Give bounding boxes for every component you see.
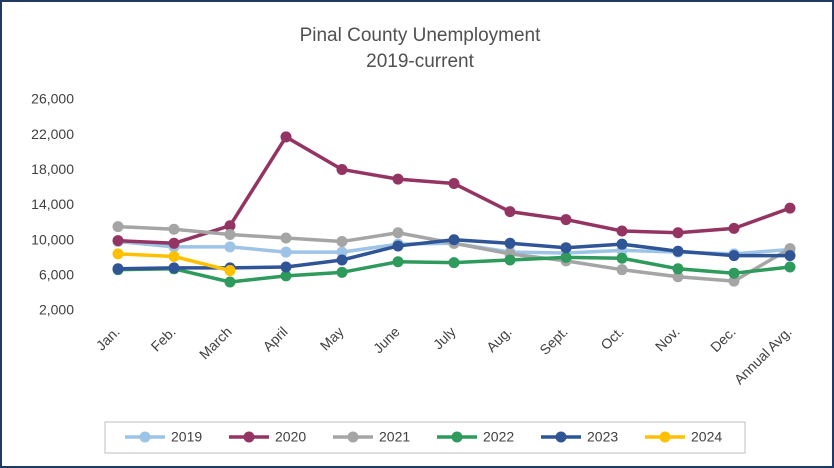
point bbox=[448, 178, 460, 190]
point bbox=[784, 202, 796, 214]
legend-label: 2020 bbox=[275, 429, 306, 445]
point bbox=[280, 246, 292, 258]
point bbox=[728, 250, 740, 262]
point bbox=[616, 252, 628, 264]
legend-label: 2019 bbox=[171, 429, 202, 445]
point bbox=[392, 240, 404, 252]
point bbox=[560, 242, 572, 254]
point bbox=[504, 206, 516, 218]
point bbox=[728, 267, 740, 279]
point bbox=[280, 131, 292, 143]
legend-label: 2021 bbox=[379, 429, 410, 445]
point bbox=[112, 263, 124, 275]
chart-title: Pinal County Unemployment bbox=[300, 25, 542, 46]
point bbox=[560, 251, 572, 263]
point bbox=[616, 264, 628, 276]
point bbox=[112, 248, 124, 260]
y-tick-label: 6,000 bbox=[39, 267, 74, 283]
point bbox=[728, 222, 740, 234]
point bbox=[336, 254, 348, 266]
point bbox=[336, 236, 348, 248]
point bbox=[728, 275, 740, 287]
point bbox=[224, 241, 236, 253]
point bbox=[224, 276, 236, 288]
legend-marker bbox=[451, 431, 463, 443]
point bbox=[112, 221, 124, 233]
point bbox=[280, 232, 292, 244]
point bbox=[168, 237, 180, 249]
point bbox=[224, 265, 236, 277]
point bbox=[616, 225, 628, 237]
point bbox=[168, 250, 180, 262]
legend-marker bbox=[659, 431, 671, 443]
legend-label: 2024 bbox=[691, 429, 722, 445]
point bbox=[280, 270, 292, 282]
point bbox=[616, 238, 628, 250]
point bbox=[672, 271, 684, 283]
point bbox=[392, 256, 404, 268]
point bbox=[336, 163, 348, 175]
point bbox=[336, 246, 348, 258]
y-tick-label: 2,000 bbox=[39, 302, 74, 318]
y-tick-label: 18,000 bbox=[31, 161, 74, 177]
y-tick-label: 26,000 bbox=[31, 91, 74, 107]
legend-marker bbox=[347, 431, 359, 443]
point bbox=[168, 223, 180, 235]
legend-box bbox=[104, 421, 746, 454]
point bbox=[280, 261, 292, 273]
point bbox=[672, 227, 684, 239]
point bbox=[784, 261, 796, 273]
point bbox=[504, 254, 516, 266]
legend-label: 2023 bbox=[587, 429, 618, 445]
point bbox=[336, 266, 348, 278]
point bbox=[560, 214, 572, 226]
legend-label: 2022 bbox=[483, 429, 514, 445]
point bbox=[112, 235, 124, 247]
y-tick-label: 14,000 bbox=[31, 196, 74, 212]
chart-subtitle: 2019-current bbox=[366, 51, 474, 72]
point bbox=[448, 257, 460, 269]
legend-marker bbox=[139, 431, 151, 443]
point bbox=[672, 263, 684, 275]
legend-marker bbox=[555, 431, 567, 443]
point bbox=[504, 237, 516, 249]
point bbox=[672, 245, 684, 257]
point bbox=[224, 220, 236, 232]
y-tick-label: 22,000 bbox=[31, 126, 74, 142]
point bbox=[392, 173, 404, 185]
point bbox=[784, 250, 796, 262]
y-tick-label: 10,000 bbox=[31, 231, 74, 247]
point bbox=[448, 234, 460, 246]
point bbox=[168, 262, 180, 274]
point bbox=[224, 229, 236, 241]
point bbox=[392, 227, 404, 239]
legend-marker bbox=[243, 431, 255, 443]
